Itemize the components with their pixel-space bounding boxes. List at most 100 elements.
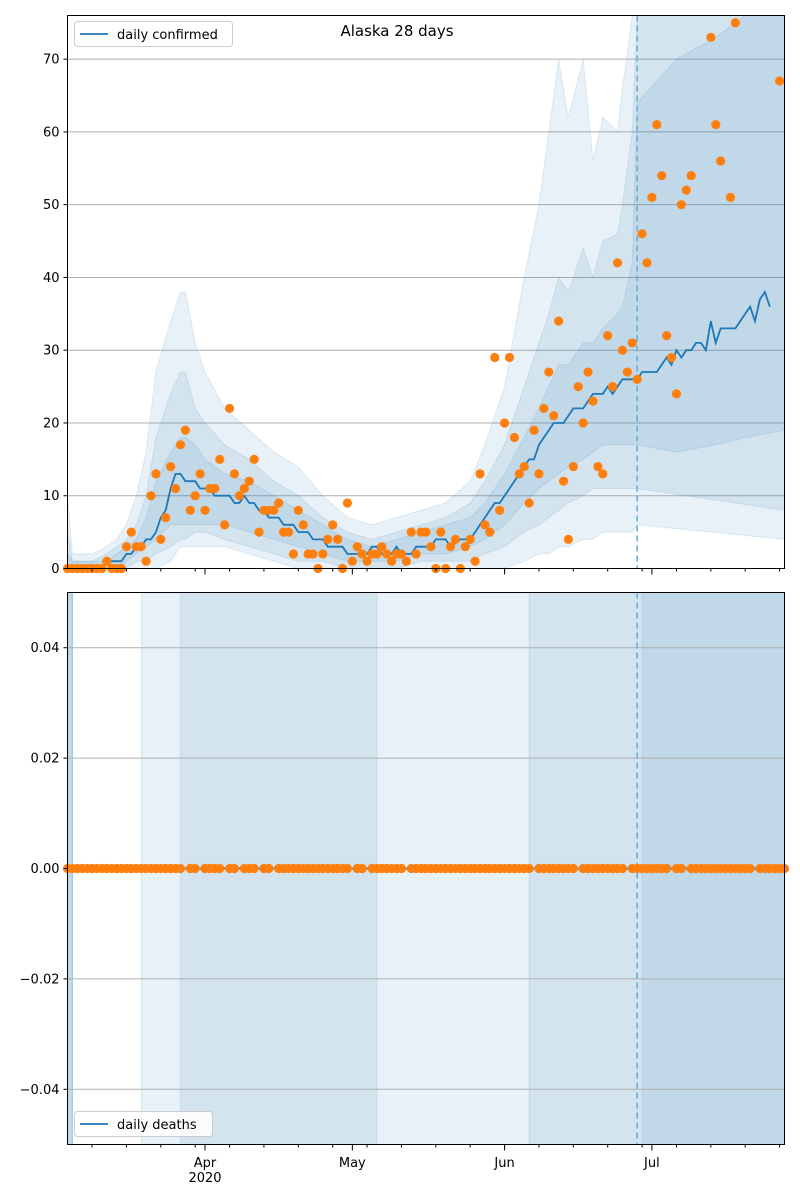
data-point [170, 483, 181, 494]
data-point [730, 18, 740, 28]
data-point [220, 520, 230, 530]
data-point [396, 549, 407, 559]
data-point [254, 527, 264, 537]
data-point [539, 403, 549, 414]
data-point [745, 863, 755, 874]
x-tick-label: Jul [643, 1156, 660, 1171]
data-point [215, 863, 225, 874]
data-point [495, 505, 505, 515]
data-point [524, 498, 534, 508]
data-point [553, 316, 564, 326]
data-point [612, 258, 623, 268]
data-point [642, 258, 652, 268]
y-tick-label: 0 [51, 562, 59, 577]
data-point [681, 185, 691, 195]
data-point [637, 229, 647, 239]
data-point [249, 863, 259, 874]
y-tick-label: 0.04 [31, 641, 60, 656]
data-point [234, 491, 244, 501]
data-point [161, 512, 171, 523]
confirmed-axes: 0 10 20 30 40 50 60 70 Alaska 28 days daily con… [43, 15, 785, 577]
data-point [166, 462, 176, 472]
y-tick-label: 0.02 [31, 752, 60, 767]
data-point [274, 498, 284, 508]
y-tick-label: 50 [43, 198, 60, 213]
data-point [372, 549, 382, 559]
data-point [195, 469, 205, 479]
data-point [146, 491, 156, 501]
y-tick-label: 40 [43, 271, 60, 286]
data-point [342, 498, 353, 508]
data-point [396, 863, 407, 874]
data-point [347, 556, 357, 566]
data-point [666, 352, 677, 363]
data-point [686, 170, 696, 181]
data-point [490, 352, 500, 363]
data-point [249, 454, 259, 464]
data-point [671, 389, 682, 399]
data-point [352, 542, 362, 552]
data-point [382, 549, 392, 559]
data-point [608, 381, 618, 392]
data-point [426, 542, 436, 552]
y-tick-label: 20 [43, 416, 60, 431]
data-point [210, 483, 220, 494]
data-point [357, 549, 367, 559]
legend-confirmed: daily confirmed [74, 21, 233, 47]
data-point [141, 556, 151, 566]
data-point [357, 863, 367, 874]
data-point [215, 454, 225, 464]
data-point [224, 403, 235, 414]
data-point [622, 367, 632, 377]
data-point [180, 425, 190, 435]
data-point [657, 170, 667, 181]
data-point [323, 534, 333, 544]
data-point [264, 863, 274, 874]
data-point [504, 352, 515, 363]
data-point [573, 381, 583, 392]
data-point [524, 863, 534, 874]
data-point [185, 505, 195, 515]
data-point [563, 534, 574, 544]
data-point [465, 534, 475, 544]
data-point [411, 549, 421, 559]
data-point [298, 520, 308, 530]
data-point [308, 549, 318, 559]
data-point [617, 345, 628, 355]
data-point [662, 863, 672, 874]
data-point [627, 338, 637, 348]
data-point [436, 527, 446, 537]
data-point [318, 549, 328, 559]
data-point [647, 192, 657, 203]
y-tick-label: −0.04 [20, 1083, 60, 1098]
data-point [293, 505, 303, 515]
data-point [342, 863, 353, 874]
data-point [450, 534, 461, 544]
data-point [529, 425, 539, 435]
y-tick-label: 70 [43, 53, 60, 68]
data-point [229, 469, 240, 479]
data-point [676, 863, 686, 874]
y-tick-label: −0.02 [20, 972, 60, 987]
data-point [136, 542, 146, 552]
data-point [578, 418, 588, 428]
x-tick-label: May [339, 1156, 366, 1171]
data-point [774, 76, 785, 86]
data-point [401, 556, 411, 566]
data-point [283, 527, 294, 537]
data-point [102, 556, 112, 566]
data-point [544, 367, 554, 377]
deaths-axes: −0.04 −0.02 0.00 0.02 0.04 daily deaths [20, 592, 790, 1151]
data-point [269, 505, 279, 515]
data-point [549, 411, 559, 421]
axes-frame [67, 15, 785, 569]
data-point [558, 476, 569, 486]
data-point [662, 331, 672, 341]
data-point [598, 469, 608, 479]
data-point [175, 863, 186, 874]
data-point [514, 469, 524, 479]
data-point [470, 556, 480, 566]
y-tick-label: 60 [43, 125, 60, 140]
data-point [190, 863, 200, 874]
